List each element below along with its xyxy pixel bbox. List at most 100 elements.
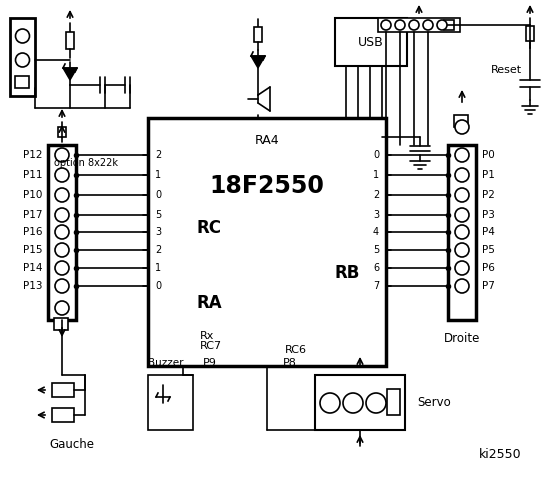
Text: P0: P0 (482, 150, 495, 160)
Polygon shape (251, 56, 265, 68)
Circle shape (55, 243, 69, 257)
Circle shape (366, 393, 386, 413)
Text: 18F2550: 18F2550 (210, 174, 325, 198)
Bar (378, 18, 460, 32)
Text: 1: 1 (155, 170, 161, 180)
Circle shape (343, 393, 363, 413)
Text: P11: P11 (23, 170, 42, 180)
Circle shape (455, 208, 469, 222)
Circle shape (455, 261, 469, 275)
Text: 2: 2 (155, 150, 161, 160)
Circle shape (320, 393, 340, 413)
Circle shape (455, 188, 469, 202)
Text: RC7: RC7 (200, 341, 222, 351)
Circle shape (437, 20, 447, 30)
Circle shape (55, 261, 69, 275)
Text: 6: 6 (373, 263, 379, 273)
Bar (444, 20, 454, 30)
Text: P6: P6 (482, 263, 495, 273)
Text: 0: 0 (155, 190, 161, 200)
Text: RC6: RC6 (285, 345, 307, 355)
Circle shape (381, 20, 391, 30)
Text: Rx: Rx (200, 331, 215, 341)
Circle shape (455, 168, 469, 182)
Circle shape (455, 279, 469, 293)
Text: P7: P7 (482, 281, 495, 291)
Text: P3: P3 (482, 210, 495, 220)
Text: 1: 1 (373, 170, 379, 180)
Text: RB: RB (334, 264, 359, 282)
Bar (54, 318, 68, 330)
Text: P1: P1 (482, 170, 495, 180)
Text: P13: P13 (23, 281, 42, 291)
Text: Reset: Reset (491, 65, 522, 75)
Circle shape (15, 29, 29, 43)
Text: 0: 0 (373, 150, 379, 160)
Text: P17: P17 (23, 210, 42, 220)
Text: P15: P15 (23, 245, 42, 255)
Bar (66, 32, 74, 49)
Text: P14: P14 (23, 263, 42, 273)
Text: P9: P9 (203, 358, 217, 368)
Circle shape (455, 120, 469, 134)
Text: P4: P4 (482, 227, 495, 237)
Bar (58, 127, 66, 137)
Circle shape (455, 225, 469, 239)
Text: ki2550: ki2550 (479, 448, 521, 461)
Text: 3: 3 (155, 227, 161, 237)
Text: 2: 2 (373, 190, 379, 200)
Bar (315, 375, 405, 430)
Bar (526, 25, 534, 40)
Bar (448, 145, 476, 320)
Bar (48, 145, 76, 320)
Bar (10, 18, 35, 96)
Text: Buzzer: Buzzer (148, 358, 184, 368)
Circle shape (55, 208, 69, 222)
Bar (15, 76, 29, 88)
Text: option 8x22k: option 8x22k (54, 158, 118, 168)
Text: Servo: Servo (417, 396, 451, 409)
Circle shape (15, 53, 29, 67)
Text: RA4: RA4 (255, 133, 279, 146)
Bar (148, 375, 193, 430)
Bar (454, 115, 468, 127)
Bar (52, 383, 74, 397)
Circle shape (423, 20, 433, 30)
Text: 2: 2 (155, 245, 161, 255)
Text: Gauche: Gauche (50, 439, 95, 452)
Text: RA: RA (196, 294, 222, 312)
Text: 3: 3 (373, 210, 379, 220)
Text: RC: RC (196, 219, 221, 237)
Text: P10: P10 (23, 190, 42, 200)
Polygon shape (156, 385, 170, 397)
Polygon shape (63, 68, 77, 80)
Text: 5: 5 (155, 210, 161, 220)
Text: 4: 4 (373, 227, 379, 237)
Circle shape (55, 301, 69, 315)
Circle shape (55, 188, 69, 202)
Text: P16: P16 (23, 227, 42, 237)
Text: Droite: Droite (444, 332, 480, 345)
Bar (52, 408, 74, 422)
Bar (335, 18, 407, 66)
Text: 0: 0 (155, 281, 161, 291)
Bar (254, 27, 262, 42)
Text: P12: P12 (23, 150, 42, 160)
Circle shape (55, 279, 69, 293)
Text: 7: 7 (373, 281, 379, 291)
Text: P2: P2 (482, 190, 495, 200)
Text: P5: P5 (482, 245, 495, 255)
Bar (148, 118, 386, 366)
Text: USB: USB (358, 36, 384, 48)
Text: 5: 5 (373, 245, 379, 255)
Circle shape (55, 168, 69, 182)
Circle shape (55, 225, 69, 239)
Text: 1: 1 (155, 263, 161, 273)
Text: P8: P8 (283, 358, 297, 368)
Circle shape (55, 148, 69, 162)
Circle shape (455, 243, 469, 257)
Circle shape (409, 20, 419, 30)
Circle shape (455, 148, 469, 162)
Circle shape (395, 20, 405, 30)
Bar (387, 389, 400, 415)
